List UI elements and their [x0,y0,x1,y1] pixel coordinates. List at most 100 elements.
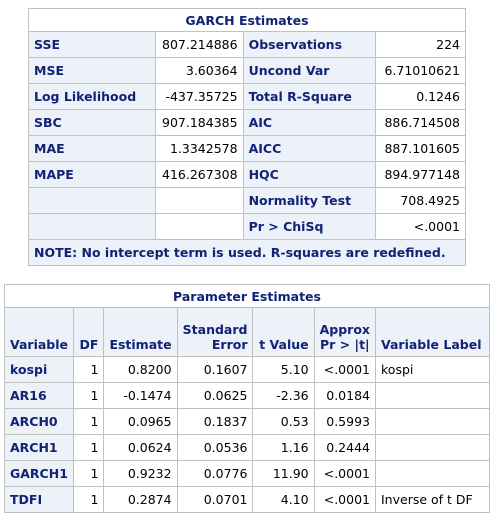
garch-row: MSE 3.60364 Uncond Var 6.71010621 [28,57,466,84]
garch-stat-value: 894.977148 [375,161,466,188]
param-variable: TDFI [3,486,75,513]
garch-stat-label [28,213,156,240]
param-row: ARCH0 1 0.0965 0.1837 0.53 0.5993 [3,408,490,435]
param-header-row: Variable DF Estimate Standard Error t Va… [3,307,490,357]
col-header-tvalue: t Value [252,307,315,357]
param-prob: 0.2444 [313,434,377,461]
param-df: 1 [73,382,105,409]
param-row: TDFI 1 0.2874 0.0701 4.10 <.0001 Inverse of t … [3,486,490,513]
param-estimate: 0.9232 [103,460,178,487]
param-stderr: 0.1837 [176,408,254,435]
param-variable: ARCH0 [3,408,75,435]
param-title: Parameter Estimates [4,284,490,308]
param-prob: <.0001 [313,486,377,513]
param-variable: AR16 [3,382,75,409]
param-label [375,434,490,461]
garch-stat-label: AICC [242,135,377,162]
garch-row: Pr > ChiSq <.0001 [28,213,466,240]
garch-row: MAE 1.3342578 AICC 887.101605 [28,135,466,162]
garch-stat-value: 807.214886 [154,31,244,58]
garch-estimates-table: GARCH Estimates SSE 807.214886 Observation… [28,8,466,266]
param-df: 1 [73,486,105,513]
garch-stat-label: SBC [28,109,156,136]
param-variable: ARCH1 [3,434,75,461]
param-title-row: Parameter Estimates [4,284,490,308]
garch-note-row: NOTE: No intercept term is used. R-squar… [28,239,466,266]
param-estimate: 0.0965 [103,408,178,435]
param-label [375,408,490,435]
param-df: 1 [73,460,105,487]
param-variable: kospi [3,356,75,383]
garch-row: SBC 907.184385 AIC 886.714508 [28,109,466,136]
col-header-stderr: Standard Error [176,307,254,357]
param-df: 1 [73,356,105,383]
garch-stat-label: Total R-Square [242,83,377,110]
col-header-prob-line1: Approx [319,322,370,337]
garch-stat-value: 6.71010621 [375,57,466,84]
param-stderr: 0.1607 [176,356,254,383]
param-prob: <.0001 [313,356,377,383]
param-prob: <.0001 [313,460,377,487]
param-stderr: 0.0776 [176,460,254,487]
col-header-stderr-line2: Error [211,337,248,352]
garch-title: GARCH Estimates [28,8,466,32]
garch-stat-value: 907.184385 [154,109,244,136]
param-estimate: 0.8200 [103,356,178,383]
garch-stat-label: Observations [242,31,377,58]
garch-row: Log Likelihood -437.35725 Total R-Square 0.… [28,83,466,110]
col-header-df: DF [73,307,105,357]
garch-stat-value: 887.101605 [375,135,466,162]
garch-stat-value: 0.1246 [375,83,466,110]
param-label [375,382,490,409]
param-tvalue: 5.10 [252,356,315,383]
garch-row: MAPE 416.267308 HQC 894.977148 [28,161,466,188]
garch-stat-value [154,187,244,214]
param-label: kospi [375,356,490,383]
col-header-stderr-line1: Standard [182,322,248,337]
param-df: 1 [73,408,105,435]
garch-stat-label: Uncond Var [242,57,377,84]
param-prob: 0.5993 [313,408,377,435]
col-header-prob: Approx Pr > |t| [313,307,377,357]
garch-stat-label [28,187,156,214]
col-header-variable: Variable [3,307,75,357]
garch-title-row: GARCH Estimates [28,8,466,32]
garch-stat-label: MAE [28,135,156,162]
garch-stat-label: SSE [28,31,156,58]
garch-stat-label: Normality Test [242,187,377,214]
garch-stat-value: 3.60364 [154,57,244,84]
garch-row: Normality Test 708.4925 [28,187,466,214]
param-row: GARCH1 1 0.9232 0.0776 11.90 <.0001 [3,460,490,487]
garch-row: SSE 807.214886 Observations 224 [28,31,466,58]
param-tvalue: 1.16 [252,434,315,461]
param-stderr: 0.0536 [176,434,254,461]
param-tvalue: 0.53 [252,408,315,435]
param-tvalue: 11.90 [252,460,315,487]
param-label [375,460,490,487]
garch-stat-label: MSE [28,57,156,84]
parameter-estimates-table: Parameter Estimates Variable DF Estimate… [3,284,490,513]
param-row: ARCH1 1 0.0624 0.0536 1.16 0.2444 [3,434,490,461]
param-label: Inverse of t DF [375,486,490,513]
garch-stat-label: Pr > ChiSq [242,213,377,240]
param-estimate: -0.1474 [103,382,178,409]
param-variable: GARCH1 [3,460,75,487]
garch-stat-value [154,213,244,240]
param-row: AR16 1 -0.1474 0.0625 -2.36 0.0184 [3,382,490,409]
garch-stat-label: MAPE [28,161,156,188]
garch-stat-value: 708.4925 [375,187,466,214]
garch-note: NOTE: No intercept term is used. R-squar… [28,239,466,266]
garch-stat-value: 886.714508 [375,109,466,136]
param-tvalue: -2.36 [252,382,315,409]
garch-stat-label: Log Likelihood [28,83,156,110]
garch-rows: SSE 807.214886 Observations 224 MSE 3.60364 Un… [28,31,466,240]
param-tvalue: 4.10 [252,486,315,513]
param-estimate: 0.2874 [103,486,178,513]
param-stderr: 0.0625 [176,382,254,409]
col-header-estimate: Estimate [103,307,178,357]
param-df: 1 [73,434,105,461]
garch-stat-label: AIC [242,109,377,136]
param-rows: kospi 1 0.8200 0.1607 5.10 <.0001 kospi AR16 1 -0… [3,356,490,513]
garch-stat-value: 224 [375,31,466,58]
garch-stat-value: 416.267308 [154,161,244,188]
